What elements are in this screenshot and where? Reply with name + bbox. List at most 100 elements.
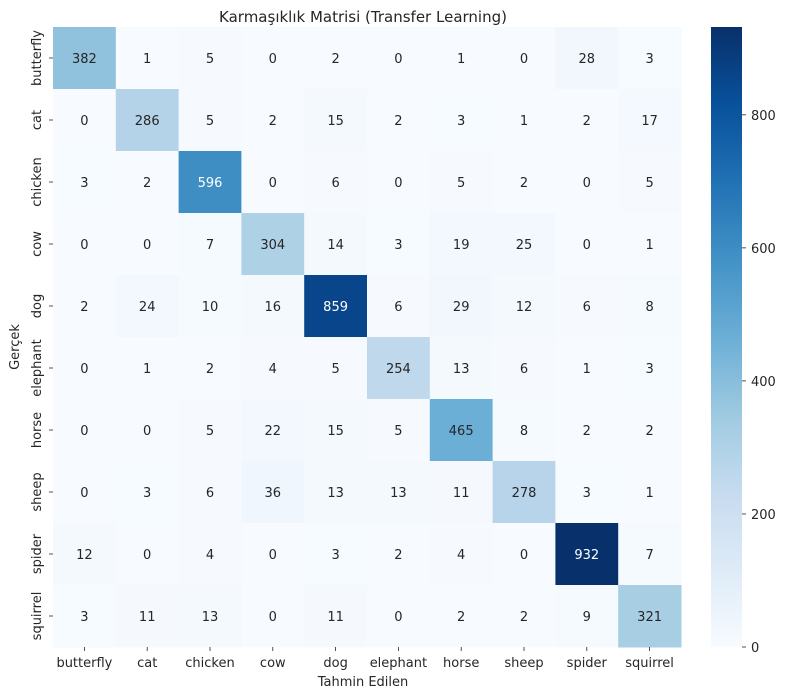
heatmap-cell [241,337,305,400]
cell-value-label: 304 [260,238,285,253]
heatmap-cell [53,213,117,276]
x-tick-label: chicken [185,656,234,671]
cell-value-label: 5 [645,176,653,191]
heatmap-cell [53,27,117,90]
heatmap-cell [367,523,431,586]
cell-value-label: 0 [520,548,528,563]
heatmap-cell [492,585,556,648]
heatmap-cell [618,275,682,338]
x-tick-label: butterfly [56,656,112,671]
cell-value-label: 0 [80,114,88,129]
heatmap-cell [241,399,305,462]
cell-value-label: 0 [80,238,88,253]
heatmap-cell [367,399,431,462]
heatmap-cell [618,461,682,524]
cell-value-label: 2 [143,176,151,191]
heatmap-cell [492,27,556,90]
cell-value-label: 3 [645,52,653,67]
heatmap-cell [304,151,368,214]
cell-value-label: 7 [206,238,214,253]
heatmap-cell [555,89,619,152]
cell-value-label: 3 [394,238,402,253]
heatmap-cell [429,151,494,214]
cell-value-label: 3 [645,362,653,377]
cell-value-label: 8 [520,424,528,439]
cell-value-label: 0 [269,548,277,563]
heatmap-cell [115,461,180,524]
cell-value-label: 0 [520,52,528,67]
x-tick-label: horse [443,656,479,671]
cell-value-label: 2 [80,300,88,315]
x-axis-label: Tahmin Edilen [317,675,409,690]
cell-value-label: 13 [202,610,219,625]
cell-value-label: 5 [206,114,214,129]
cell-value-label: 0 [143,424,151,439]
heatmap-cell [429,399,494,462]
cell-value-label: 0 [394,176,402,191]
cell-value-label: 5 [394,424,402,439]
cell-value-label: 6 [331,176,339,191]
heatmap-cell [178,275,242,338]
heatmap-cell [555,399,619,462]
heatmap-cell [53,461,117,524]
heatmap-cell [53,399,117,462]
cell-value-label: 1 [143,362,151,377]
cell-value-label: 10 [202,300,219,315]
cell-value-label: 6 [394,300,402,315]
cell-value-label: 2 [394,548,402,563]
heatmap-cell [492,337,556,400]
cell-value-label: 15 [327,114,344,129]
heatmap-cell [429,461,494,524]
cell-value-label: 1 [645,238,653,253]
heatmap-cell [618,523,682,586]
heatmap-cell [367,213,431,276]
cell-value-label: 254 [386,362,411,377]
heatmap-cell [178,27,242,90]
heatmap-cell [429,27,494,90]
cell-value-label: 859 [323,300,348,315]
cell-value-label: 13 [327,486,344,501]
heatmap-cell [367,337,431,400]
cell-value-label: 15 [327,424,344,439]
x-tick-labels: butterfly cat chicken cow dog elephant horse sh… [56,647,674,671]
cell-value-label: 286 [135,114,160,129]
cell-value-label: 0 [80,486,88,501]
heatmap-cell [367,585,431,648]
heatmap-cell [115,399,180,462]
heatmap-cell [367,275,431,338]
cell-value-label: 3 [143,486,151,501]
heatmap-cell [367,461,431,524]
heatmap-cell [241,585,305,648]
x-tick-label: sheep [504,656,543,671]
heatmap-cell [618,585,682,648]
heatmap-cell [115,523,180,586]
heatmap-cell [115,27,180,90]
heatmap-cell [53,523,117,586]
heatmap-cell [492,461,556,524]
cell-value-label: 11 [453,486,470,501]
heatmap-cell [492,275,556,338]
cell-value-label: 12 [76,548,93,563]
heatmap-cell [367,151,431,214]
heatmap-cell [115,585,180,648]
heatmap-cell [241,275,305,338]
cell-value-label: 2 [206,362,214,377]
y-tick-label: horse [30,412,45,448]
cell-value-label: 0 [394,610,402,625]
cell-value-label: 2 [394,114,402,129]
y-tick-label: butterfly [30,30,45,86]
heatmap-cell [429,89,494,152]
heatmap-cells: 382 1 5 0 2 0 1 0 28 30 286 5 2 15 2 3 1 2 173 2 596 0 6 0 5 2 0 50… [53,27,682,648]
heatmap-cell [429,213,494,276]
heatmap-cell [241,523,305,586]
heatmap-cell [304,585,368,648]
heatmap-cell [304,399,368,462]
cell-value-label: 932 [574,548,599,563]
x-tick-label: squirrel [625,656,674,671]
cell-value-label: 11 [139,610,156,625]
cell-value-label: 1 [143,52,151,67]
heatmap-cell [53,89,117,152]
heatmap-cell [618,337,682,400]
cell-value-label: 0 [583,238,591,253]
